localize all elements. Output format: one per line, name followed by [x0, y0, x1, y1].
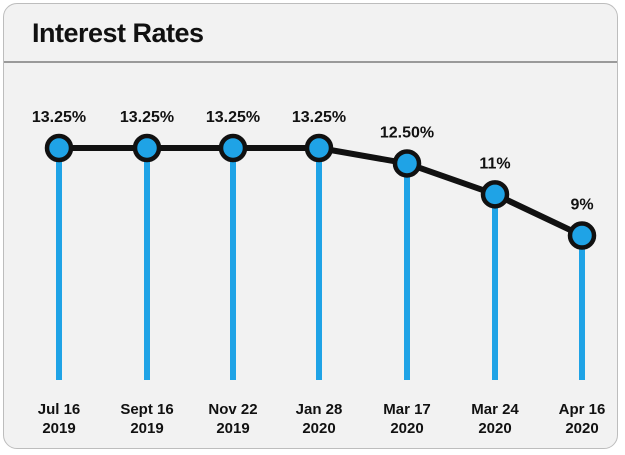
- x-tick-label-3-line-2: 2019: [216, 420, 249, 437]
- data-label-3: 13.25%: [206, 109, 260, 126]
- x-tick-label-1-line-2: 2019: [42, 420, 75, 437]
- x-tick-label-5-line-2: 2020: [390, 420, 423, 437]
- data-label-6: 11%: [479, 155, 510, 172]
- data-label-1: 13.25%: [32, 109, 86, 126]
- x-tick-label-7-line-1: Apr 16: [559, 401, 606, 418]
- data-label-4: 13.25%: [292, 109, 346, 126]
- data-point-6: [480, 180, 510, 209]
- data-label-5: 12.50%: [380, 124, 434, 141]
- x-tick-label-2-line-1: Sept 16: [120, 401, 173, 418]
- data-point-1: [44, 133, 74, 163]
- data-point-7: [567, 221, 597, 250]
- title-divider: [4, 61, 617, 63]
- chart-card: Interest Rates: [3, 3, 618, 449]
- data-point-5: [392, 149, 422, 178]
- x-tick-label-3-line-1: Nov 22: [208, 401, 257, 418]
- x-tick-label-4-line-1: Jan 28: [296, 401, 343, 418]
- x-tick-label-6-line-2: 2020: [478, 420, 511, 437]
- chart-title: Interest Rates: [32, 18, 204, 48]
- data-label-7: 9%: [570, 197, 593, 214]
- x-tick-label-1-line-1: Jul 16: [38, 401, 81, 418]
- x-tick-label-7-line-2: 2020: [565, 420, 598, 437]
- x-tick-label-4-line-2: 2020: [302, 420, 335, 437]
- x-tick-label-5-line-1: Mar 17: [383, 401, 431, 418]
- x-tick-label-6-line-1: Mar 24: [471, 401, 519, 418]
- data-point-2: [132, 133, 162, 163]
- data-label-2: 13.25%: [120, 109, 174, 126]
- x-tick-label-2-line-2: 2019: [130, 420, 163, 437]
- data-point-4: [304, 133, 334, 163]
- data-point-3: [218, 133, 248, 163]
